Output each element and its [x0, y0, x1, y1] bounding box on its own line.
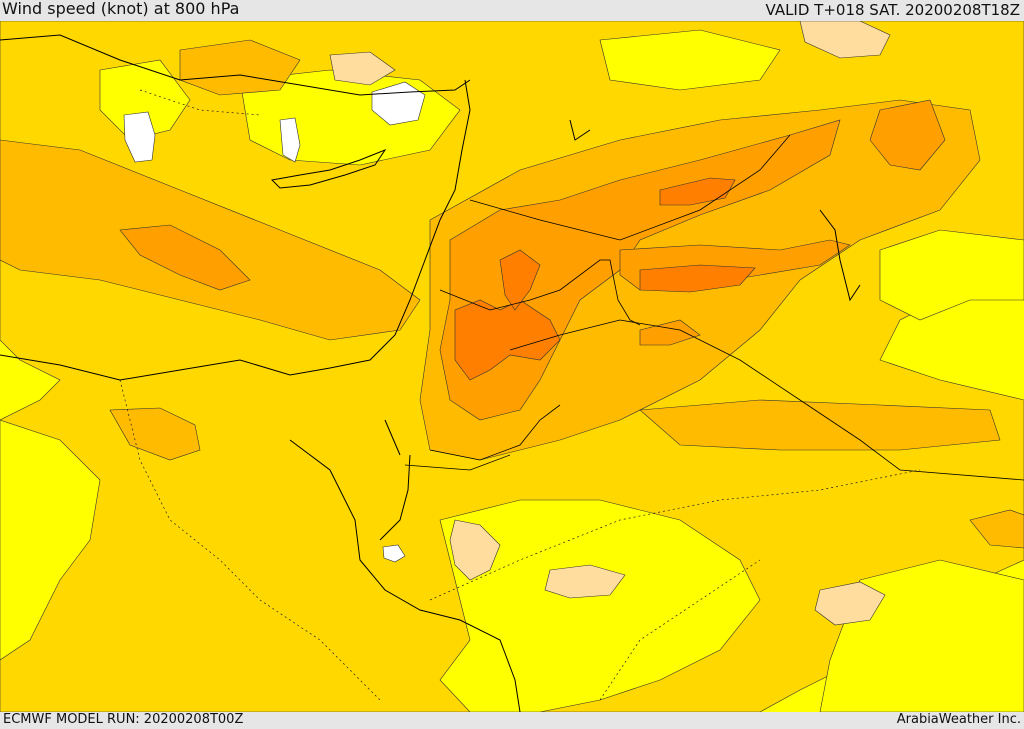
band-yellow-north	[599, 29, 781, 91]
band-amber-blob-sw	[109, 407, 201, 461]
band-darkorange-iraq	[659, 177, 736, 206]
map-title: Wind speed (knot) at 800 hPa	[2, 0, 240, 18]
band-peach-southeast	[814, 581, 886, 626]
borders	[404, 134, 1024, 481]
band-yellow-east	[879, 229, 1024, 321]
band-yellow-upper-left	[99, 59, 191, 141]
band-white-west	[123, 111, 156, 163]
band-yellow-southwest	[0, 419, 101, 661]
band-white-mid	[279, 117, 301, 163]
header-bar: Wind speed (knot) at 800 hPa VALID T+018…	[0, 0, 1024, 21]
band-peach-south	[544, 564, 626, 599]
band-orange-northeast	[869, 99, 946, 171]
band-peach-northeast	[799, 21, 891, 59]
footer-bar: ECMWF MODEL RUN: 20200208T00Z ArabiaWeat…	[0, 712, 1024, 729]
wind-speed-map	[0, 21, 1024, 712]
band-peach-central	[449, 519, 501, 581]
band-darkorange-syria	[499, 249, 541, 311]
band-orange-ribbon	[639, 319, 701, 346]
credit: ArabiaWeather Inc.	[896, 712, 1021, 727]
band-orange-west	[119, 224, 251, 291]
dotted-borders	[119, 89, 921, 701]
coastlines	[0, 34, 861, 712]
band-amber-east-strip	[639, 399, 1001, 451]
band-white-sinai	[382, 544, 406, 563]
valid-time: VALID T+018 SAT. 20200208T18Z	[765, 1, 1020, 19]
band-white-turkey	[371, 81, 426, 126]
band-amber-blob-se	[969, 509, 1024, 549]
band-amber-west	[0, 139, 421, 341]
band-yellow-southeast	[439, 499, 761, 712]
band-peach-cyprus	[329, 51, 396, 86]
band-darkorange-east	[639, 264, 756, 293]
model-run: ECMWF MODEL RUN: 20200208T00Z	[3, 712, 244, 727]
